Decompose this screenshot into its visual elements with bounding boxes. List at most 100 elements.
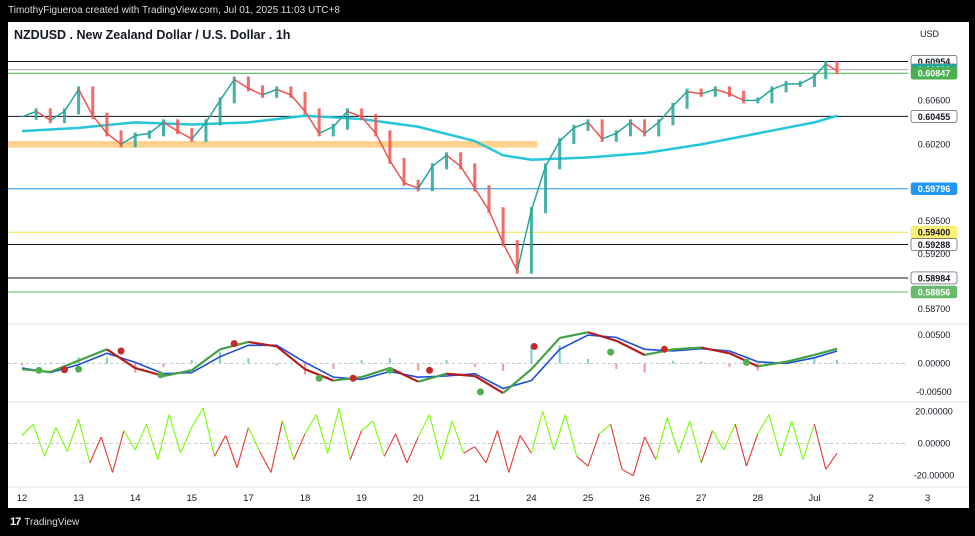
- price-segment: [615, 121, 631, 134]
- price-segment: [219, 79, 235, 101]
- price-segment: [163, 121, 179, 132]
- macd-segment: [78, 348, 108, 362]
- oscillator-segment: [757, 414, 770, 435]
- price-segment: [644, 121, 660, 134]
- y-tick-label: 0.00000: [918, 439, 951, 449]
- price-candle: [77, 86, 81, 115]
- attribution-text: TimothyFigueroa created with TradingView…: [8, 5, 340, 16]
- macd-segment: [615, 339, 646, 356]
- price-segment: [799, 75, 815, 85]
- cross-point: [157, 371, 165, 379]
- oscillator-segment: [644, 436, 657, 460]
- price-candle: [261, 85, 265, 98]
- oscillator-segment: [270, 420, 283, 473]
- oscillator-segment: [293, 433, 306, 460]
- price-segment: [629, 121, 646, 134]
- oscillator-segment: [428, 414, 442, 460]
- chart-title: NZDUSD . New Zealand Dollar / U.S. Dolla…: [14, 28, 291, 42]
- oscillator-segment: [89, 436, 102, 464]
- oscillator-segment: [530, 411, 544, 454]
- price-segment: [502, 242, 518, 272]
- cross-point: [75, 365, 83, 373]
- oscillator-segment: [553, 414, 566, 451]
- price-candle: [317, 108, 321, 137]
- price-level-label: 0.60455: [918, 112, 951, 122]
- price-candle: [289, 86, 293, 98]
- cross-point: [530, 342, 538, 350]
- price-segment: [290, 94, 306, 112]
- oscillator-segment: [202, 407, 215, 457]
- oscillator-segment: [519, 435, 532, 454]
- oscillator-segment: [406, 436, 419, 464]
- price-candle: [529, 207, 533, 274]
- price-level-badge: [910, 285, 958, 299]
- oscillator-segment: [21, 423, 34, 436]
- y-tick-label: 0.60600: [918, 95, 951, 105]
- price-segment: [233, 78, 249, 89]
- chart-area[interactable]: [8, 22, 969, 508]
- oscillator-segment: [32, 423, 46, 457]
- price-segment: [148, 121, 164, 134]
- histogram-bar: [587, 358, 589, 364]
- price-segment: [21, 110, 37, 118]
- price-candle: [190, 128, 194, 142]
- price-segment: [262, 88, 277, 96]
- oscillator-segment: [587, 433, 600, 467]
- price-candle: [119, 130, 123, 148]
- macd-pane: 0.00500 0.00000 -0.00500: [8, 330, 952, 397]
- price-candle: [374, 113, 378, 137]
- price-segment: [686, 90, 702, 95]
- price-segment: [516, 210, 533, 271]
- price-candle: [699, 88, 703, 97]
- oscillator-segment: [700, 430, 714, 464]
- histogram-bar: [105, 357, 108, 364]
- oscillator-segment: [474, 446, 487, 464]
- price-segment: [63, 88, 80, 112]
- histogram-bar: [615, 363, 618, 369]
- oscillator-segment: [247, 427, 261, 452]
- price-segment: [92, 115, 108, 134]
- macd-segment: [814, 347, 838, 357]
- cross-point: [660, 345, 668, 353]
- cross-point: [117, 347, 125, 355]
- oscillator-segment: [508, 435, 521, 473]
- price-candle: [544, 163, 548, 214]
- price-candle: [558, 138, 562, 170]
- oscillator-segment: [598, 423, 611, 435]
- price-candle: [388, 130, 392, 164]
- price-segment: [825, 63, 838, 72]
- price-candle: [770, 86, 774, 104]
- histogram-bar: [756, 363, 759, 371]
- cross-point: [426, 366, 434, 374]
- y-tick-label: -20.00000: [914, 471, 955, 481]
- footer-brand[interactable]: 17 TradingView: [10, 516, 79, 528]
- macd-segment: [276, 345, 306, 371]
- cross-point: [60, 366, 68, 374]
- price-candle: [572, 124, 576, 145]
- oscillator-segment: [315, 414, 329, 454]
- price-segment: [361, 116, 377, 134]
- price-segment: [530, 166, 547, 211]
- price-segment: [460, 165, 476, 189]
- price-candle: [62, 108, 66, 124]
- macd-segment: [106, 348, 136, 369]
- price-segment: [35, 110, 51, 121]
- price-level-label: 0.60954: [918, 57, 951, 67]
- oscillator-segment: [145, 423, 159, 460]
- histogram-bar: [700, 361, 703, 364]
- y-tick-label: 0.60200: [918, 139, 951, 149]
- price-segment: [446, 154, 462, 167]
- price-candle: [48, 108, 52, 124]
- price-candle: [105, 112, 109, 137]
- x-tick-label: 13: [73, 493, 84, 504]
- price-level-badge: [910, 271, 958, 285]
- x-tick-label: 24: [526, 493, 537, 504]
- price-candle: [671, 102, 675, 126]
- price-candle: [824, 61, 828, 80]
- x-tick-label: Jul: [808, 493, 820, 504]
- macd-segment: [729, 352, 759, 368]
- oscillator-segment: [779, 420, 793, 457]
- histogram-bar: [502, 363, 505, 371]
- oscillator-segment: [100, 436, 114, 473]
